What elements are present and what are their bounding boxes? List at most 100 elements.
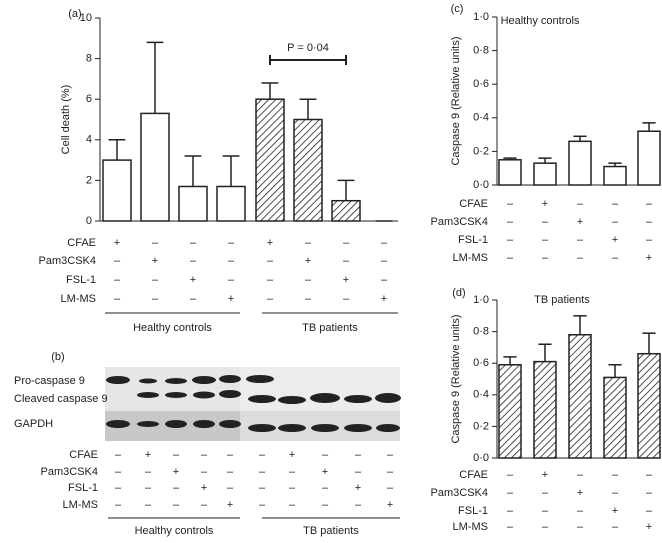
treatment-sign: – bbox=[115, 499, 122, 511]
band-label: Pro-caspase 9 bbox=[14, 375, 85, 387]
treatment-sign: – bbox=[355, 466, 362, 478]
treatment-sign: – bbox=[289, 466, 296, 478]
treatment-sign: + bbox=[612, 234, 618, 246]
y-tick-label: 6 bbox=[86, 93, 92, 105]
bar bbox=[637, 352, 661, 459]
chart-title: Healthy controls bbox=[501, 15, 580, 27]
treatment-sign: – bbox=[190, 293, 197, 305]
treatment-sign: – bbox=[322, 482, 329, 494]
treatment-sign: + bbox=[228, 293, 234, 305]
treatment-label: Pam3CSK4 bbox=[431, 487, 488, 499]
bar bbox=[568, 140, 592, 186]
y-tick-label: 1·0 bbox=[473, 294, 489, 306]
treatment-sign: – bbox=[646, 505, 653, 517]
y-tick-label: 0·2 bbox=[473, 145, 489, 157]
treatment-sign: + bbox=[114, 237, 120, 249]
treatment-label: LM-MS bbox=[61, 293, 96, 305]
y-tick-label: 0·4 bbox=[473, 112, 489, 124]
treatment-sign: – bbox=[542, 252, 549, 264]
treatment-sign: – bbox=[289, 482, 296, 494]
treatment-sign: + bbox=[646, 521, 652, 533]
treatment-sign: – bbox=[267, 274, 274, 286]
bar bbox=[102, 159, 132, 222]
treatment-sign: – bbox=[387, 482, 394, 494]
y-axis-label: Caspase 9 (Relative units) bbox=[450, 314, 462, 443]
treatment-sign: – bbox=[190, 255, 197, 267]
treatment-sign: + bbox=[381, 293, 387, 305]
treatment-sign: – bbox=[343, 237, 350, 249]
treatment-sign: – bbox=[227, 466, 234, 478]
bar bbox=[498, 159, 522, 186]
treatment-sign: – bbox=[646, 469, 653, 481]
treatment-sign: + bbox=[201, 482, 207, 494]
treatment-sign: – bbox=[387, 449, 394, 461]
panel-label: (d) bbox=[452, 287, 465, 299]
y-tick-label: 0·8 bbox=[473, 45, 489, 57]
treatment-sign: – bbox=[612, 469, 619, 481]
bar bbox=[533, 360, 557, 459]
treatment-sign: – bbox=[173, 499, 180, 511]
bar bbox=[331, 199, 361, 222]
treatment-sign: – bbox=[152, 237, 159, 249]
treatment-sign: – bbox=[227, 449, 234, 461]
treatment-sign: – bbox=[507, 198, 514, 210]
bar bbox=[637, 130, 661, 186]
y-tick-label: 10 bbox=[80, 12, 92, 24]
treatment-sign: – bbox=[305, 293, 312, 305]
treatment-sign: – bbox=[507, 216, 514, 228]
y-tick-label: 4 bbox=[86, 134, 92, 146]
treatment-sign: – bbox=[577, 234, 584, 246]
bar bbox=[293, 118, 323, 222]
y-tick-label: 0·8 bbox=[473, 326, 489, 338]
treatment-sign: – bbox=[577, 252, 584, 264]
treatment-sign: – bbox=[152, 293, 159, 305]
treatment-label: FSL-1 bbox=[458, 505, 488, 517]
treatment-sign: + bbox=[355, 482, 361, 494]
treatment-label: LM-MS bbox=[453, 252, 488, 264]
treatment-sign: – bbox=[115, 466, 122, 478]
treatment-sign: – bbox=[145, 466, 152, 478]
treatment-sign: – bbox=[381, 255, 388, 267]
treatment-sign: – bbox=[612, 216, 619, 228]
treatment-sign: + bbox=[343, 274, 349, 286]
treatment-sign: – bbox=[201, 499, 208, 511]
treatment-sign: + bbox=[646, 252, 652, 264]
group-label: TB patients bbox=[302, 322, 358, 334]
treatment-sign: – bbox=[114, 293, 121, 305]
treatment-sign: – bbox=[542, 521, 549, 533]
treatment-sign: – bbox=[542, 234, 549, 246]
treatment-sign: – bbox=[228, 255, 235, 267]
treatment-label: FSL-1 bbox=[68, 482, 98, 494]
treatment-sign: – bbox=[343, 255, 350, 267]
treatment-sign: – bbox=[267, 255, 274, 267]
treatment-sign: – bbox=[289, 499, 296, 511]
treatment-sign: + bbox=[227, 499, 233, 511]
treatment-label: Pam3CSK4 bbox=[431, 216, 488, 228]
band-label: Cleaved caspase 9 bbox=[14, 393, 108, 405]
y-tick-label: 0·4 bbox=[473, 389, 489, 401]
treatment-sign: – bbox=[227, 482, 234, 494]
treatment-sign: + bbox=[267, 237, 273, 249]
treatment-sign: – bbox=[115, 449, 122, 461]
bar bbox=[255, 98, 285, 222]
panel-label: (a) bbox=[68, 8, 81, 20]
treatment-label: CFAE bbox=[459, 198, 488, 210]
treatment-sign: – bbox=[228, 237, 235, 249]
treatment-sign: – bbox=[542, 505, 549, 517]
treatment-sign: – bbox=[612, 521, 619, 533]
treatment-label: CFAE bbox=[69, 449, 98, 461]
treatment-sign: – bbox=[507, 469, 514, 481]
band-label: GAPDH bbox=[14, 418, 53, 430]
treatment-sign: – bbox=[259, 499, 266, 511]
treatment-sign: – bbox=[305, 237, 312, 249]
treatment-sign: + bbox=[305, 255, 311, 267]
bar bbox=[178, 185, 208, 222]
treatment-sign: – bbox=[190, 237, 197, 249]
treatment-sign: + bbox=[289, 449, 295, 461]
treatment-label: FSL-1 bbox=[66, 274, 96, 286]
y-tick-label: 1·0 bbox=[473, 11, 489, 23]
treatment-sign: – bbox=[228, 274, 235, 286]
treatment-sign: – bbox=[646, 234, 653, 246]
treatment-sign: – bbox=[507, 234, 514, 246]
